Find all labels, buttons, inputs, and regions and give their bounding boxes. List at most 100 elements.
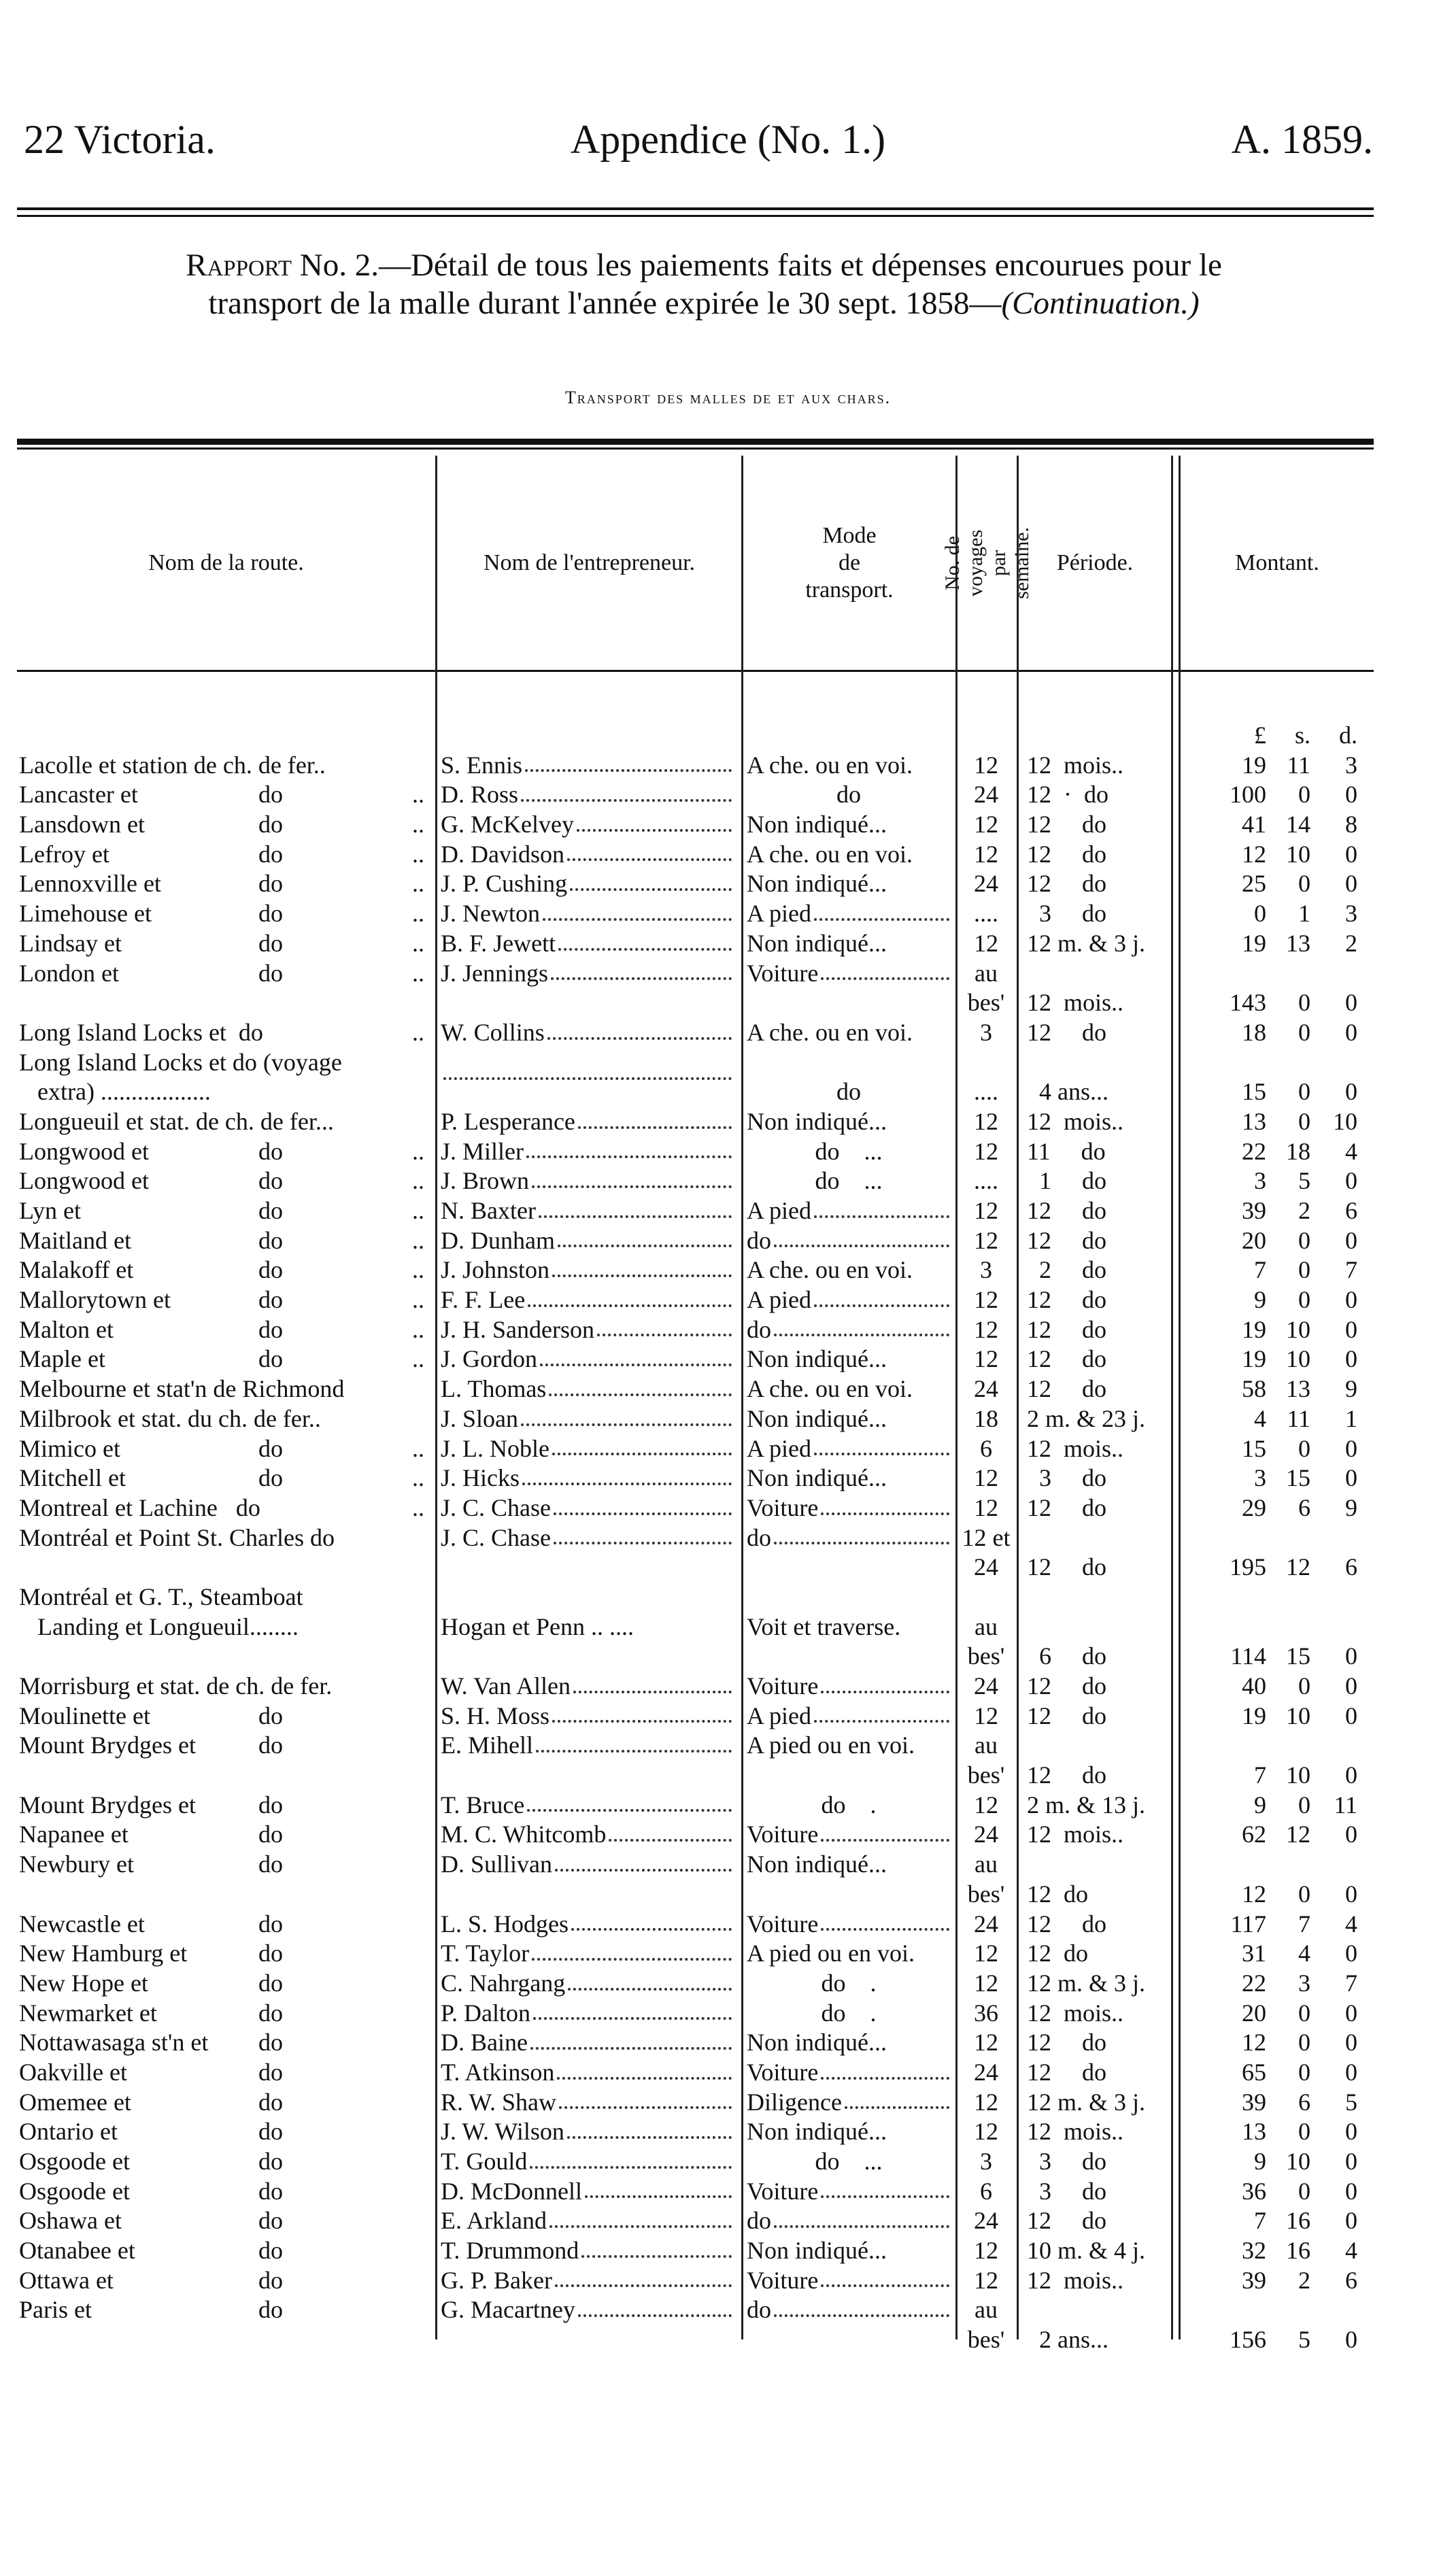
route-name: London et [19,959,119,989]
amount-shillings: 3 [1273,1969,1310,1999]
route-name-text: Ontario et [19,2118,118,2146]
amount-pounds: 7 [1197,1761,1266,1791]
column-divider [1171,456,1173,2339]
period-text: 1 do [1027,1167,1106,1195]
amount-shillings-text: 0 [1298,1226,1310,1254]
contractor-text: D. Sullivan [441,1850,553,1878]
dot-leader [577,1107,732,1129]
contractor-text: E. Mihell [441,1731,533,1759]
table-row: Mitchell et do.. J. Hicks Non indiqué... 12 … [0,1464,1456,1493]
amount-shillings-text: 0 [1298,1256,1310,1284]
route-leader-text: .. [412,781,424,809]
period-text: 12 mois.. [1027,1999,1124,2027]
contractor-text: J. Brown [441,1167,530,1195]
route-ditto: do [258,2206,283,2236]
route-name-text: Newbury et [19,1850,134,1878]
table-row: bes' 12 do 12 0 0 [0,1880,1456,1910]
dot-leader [821,2058,949,2080]
dot-leader [570,869,732,892]
period-text: 11 do [1027,1137,1106,1165]
amount-pounds-text: 3 [1254,1167,1266,1195]
amount-shillings: 5 [1273,1166,1310,1196]
route-ditto-text: do [258,1345,283,1373]
route-leader: .. [412,1137,424,1167]
transport-mode-text: do [747,1523,771,1551]
period: 12 do [1027,1702,1166,1731]
amount-pence-text: 3 [1345,900,1357,928]
transport-mode: do [747,2295,951,2325]
voyages-per-week: bes' [955,1880,1017,1910]
amount-shillings: 12 [1273,1553,1310,1583]
route-leader-text: .. [412,1167,424,1195]
dot-leader [521,1404,732,1426]
period-text: 2 do [1027,1256,1106,1284]
amount-pounds: 195 [1197,1553,1266,1583]
header-appendix: Appendice (No. 1.) [570,117,886,162]
period: 3 do [1027,1464,1166,1493]
period: 12 do [1027,1285,1166,1315]
voyages-per-week-text: 12 [974,929,998,957]
contractor: M. C. Whitcomb [441,1820,733,1850]
period: 12 do [1027,1374,1166,1404]
amount-shillings-text: 0 [1298,1018,1310,1046]
amount-shillings: 7 [1273,1910,1310,1940]
period: 12 do [1027,869,1166,899]
route-leader: .. [412,1345,424,1374]
route-ditto: do [258,2236,283,2266]
route-ditto-text: do [258,1999,283,2027]
amount-pence-text: 0 [1345,1940,1357,1967]
transport-mode: A che. ou en voi. [747,1018,951,1048]
amount-pounds: 18 [1197,1018,1266,1048]
contractor: B. F. Jewett [441,929,733,959]
table-row: bes' 6 do 114 15 0 [0,1642,1456,1672]
amount-pence: 0 [1319,780,1357,810]
table-row: Landing et Longueuil........ Hogan et Pen… [0,1612,1456,1642]
amount-shillings-text: 0 [1298,2118,1310,2146]
route-name: Milbrook et stat. du ch. de fer.. [19,1404,321,1434]
period-text: 2 m. & 23 j. [1027,1404,1146,1432]
voyages-per-week: 12 [955,1969,1017,1999]
amount-pence-text: 10 [1333,1107,1357,1135]
amount-shillings-text: 0 [1298,1999,1310,2027]
amount-pence: 0 [1319,1434,1357,1464]
table-row: Lefroy et do.. D. Davidson A che. ou en voi… [0,840,1456,870]
route-name: Malakoff et [19,1255,133,1285]
voyages-per-week: 12 [955,1791,1017,1821]
amount-pounds: 3 [1197,1166,1266,1196]
period: 12 do [1027,1553,1166,1583]
dot-leader [774,1315,949,1337]
amount-pounds-text: 19 [1242,751,1266,779]
amount-shillings: 11 [1273,751,1310,781]
contractor: D. Dunham [441,1226,733,1256]
voyages-per-week-text: 12 [974,1226,998,1254]
table-row: Newcastle et do L. S. Hodges Voiture 24 12 do… [0,1910,1456,1940]
amount-pence-text: 0 [1345,2118,1357,2146]
amount-shillings: 0 [1273,2117,1310,2147]
route-ditto-text: do [258,1315,283,1343]
transport-mode: Non indiqué... [747,810,951,840]
amount-pence: 9 [1319,1493,1357,1523]
period: 12 do [1027,1939,1166,1969]
amount-pence: 4 [1319,1137,1357,1167]
contractor-text: T. Bruce [441,1791,525,1819]
transport-mode-text: Voiture [747,2058,819,2086]
header-year: A. 1859. [1231,117,1373,162]
route-ditto-text: do [258,2177,283,2205]
contractor-text: J. Sloan [441,1404,519,1432]
route-name: Longwood et [19,1137,149,1167]
amount-shillings: 0 [1273,1285,1310,1315]
route-name: Lindsay et [19,929,122,959]
transport-mode: A che. ou en voi. [747,751,951,781]
contractor-text: W. Collins [441,1018,545,1046]
voyages-per-week-text: 6 [980,2177,992,2205]
contractor: D. Davidson [441,840,733,870]
route-ditto: do [258,2028,283,2058]
amount-pence-text: 0 [1345,781,1357,809]
table-row: Newbury et do D. Sullivan Non indiqué... au [0,1850,1456,1880]
amount-pence: 0 [1319,1315,1357,1345]
contractor-text: D. Dunham [441,1226,555,1254]
amount-pounds: 114 [1197,1642,1266,1672]
contractor-text: J. Jennings [441,959,549,987]
column-divider [1017,456,1019,2339]
table-row: Osgoode et do T. Gould do ... 3 3 do 9 10 0 [0,2147,1456,2177]
